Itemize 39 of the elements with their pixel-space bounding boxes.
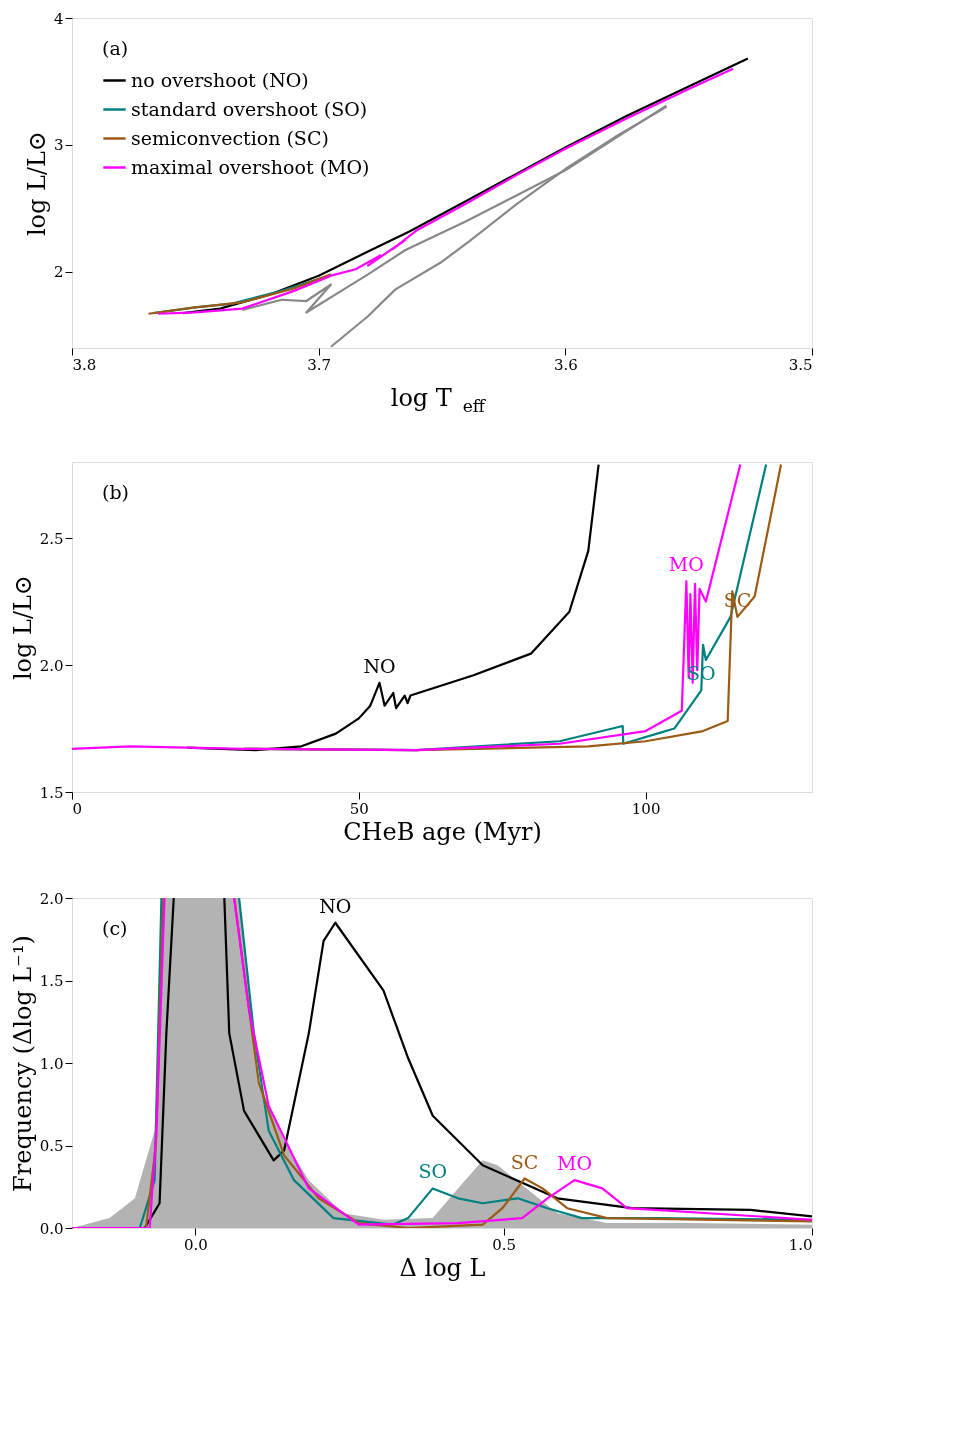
y-axis-title: log L/L⊙ <box>8 574 37 681</box>
x-tick-label: 50 <box>349 799 369 818</box>
y-axis-title: Frequency (Δlog L⁻¹) <box>8 935 37 1192</box>
annotation: SO <box>418 1160 448 1183</box>
x-tick-label: 0.5 <box>492 1235 517 1254</box>
y-tick-label: 4 <box>53 9 64 28</box>
y-tick-label: 0.5 <box>39 1137 64 1155</box>
y-tick-label: 2.0 <box>39 889 64 908</box>
y-tick-label: 1.5 <box>39 972 64 990</box>
y-tick-label: 1.0 <box>39 1054 64 1073</box>
x-tick-label: 3.8 <box>72 355 97 374</box>
x-tick-label: 0 <box>72 799 83 818</box>
x-axis-title: Δ log L <box>399 1253 486 1282</box>
legend-label: maximal overshoot (MO) <box>131 155 370 178</box>
legend-label: no overshoot (NO) <box>131 68 309 91</box>
x-tick-label: 3.6 <box>553 355 578 374</box>
y-tick-label: 2.0 <box>39 656 64 675</box>
annotation: SC <box>510 1150 539 1173</box>
legend-label: semiconvection (SC) <box>131 126 329 149</box>
annotation: (c) <box>102 917 128 939</box>
y-tick-label: 0.0 <box>39 1219 64 1238</box>
annotation: (b) <box>102 481 129 503</box>
annotation: MO <box>557 1152 593 1175</box>
annotation: NO <box>363 654 396 677</box>
y-tick-label: 2.5 <box>39 529 64 548</box>
legend-label: standard overshoot (SO) <box>131 97 368 120</box>
x-tick-label: 100 <box>631 799 661 818</box>
y-axis-title: log L/L⊙ <box>22 130 51 237</box>
y-tick-label: 3 <box>53 136 64 155</box>
x-tick-label: 3.5 <box>788 355 813 374</box>
y-tick-label: 1.5 <box>39 783 64 802</box>
x-axis-title: CHeB age (Myr) <box>343 817 542 846</box>
annotation: NO <box>319 894 352 917</box>
y-tick-label: 2 <box>53 263 64 282</box>
x-tick-label: 0.0 <box>183 1235 208 1254</box>
x-tick-label: 3.7 <box>307 355 332 374</box>
annotation: MO <box>668 553 704 576</box>
annotation: (a) <box>102 37 129 59</box>
x-tick-label: 1.0 <box>788 1235 813 1254</box>
